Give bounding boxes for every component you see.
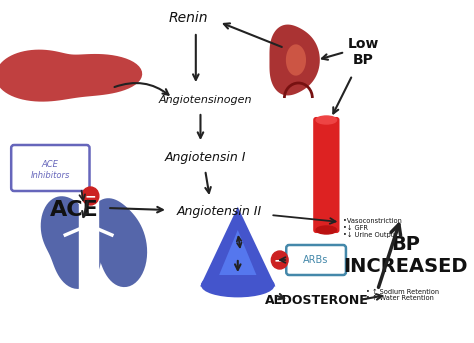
Text: ADRENAL
GLAND: ADRENAL GLAND: [221, 298, 255, 308]
Polygon shape: [202, 210, 273, 285]
FancyBboxPatch shape: [286, 245, 346, 275]
Ellipse shape: [316, 116, 337, 124]
Text: −: −: [274, 253, 285, 267]
FancyBboxPatch shape: [314, 118, 338, 232]
Circle shape: [271, 251, 288, 269]
Polygon shape: [286, 44, 306, 76]
Ellipse shape: [316, 226, 337, 234]
Text: BP
INCREASED: BP INCREASED: [343, 235, 468, 275]
Text: −: −: [85, 189, 96, 203]
Text: •Vasoconstriction
•↓ GFR
•↓ Urine Output: •Vasoconstriction •↓ GFR •↓ Urine Output: [343, 218, 402, 238]
Polygon shape: [90, 200, 146, 286]
Text: • ↑ Sodium Retention
• ↑ Water Retention: • ↑ Sodium Retention • ↑ Water Retention: [365, 288, 438, 301]
Polygon shape: [219, 230, 256, 275]
Polygon shape: [42, 198, 100, 287]
Text: Low
BP: Low BP: [348, 37, 379, 67]
Text: Angiotensin II: Angiotensin II: [176, 205, 262, 218]
Circle shape: [82, 187, 99, 205]
Text: ACE
Inhibitors: ACE Inhibitors: [31, 160, 70, 180]
Text: ALDOSTERONE: ALDOSTERONE: [265, 294, 369, 307]
Text: Angiotensinogen: Angiotensinogen: [158, 95, 252, 105]
FancyBboxPatch shape: [11, 145, 90, 191]
Polygon shape: [271, 26, 319, 94]
Text: Renin: Renin: [169, 11, 208, 25]
Text: ACE: ACE: [50, 200, 99, 220]
Polygon shape: [79, 185, 98, 295]
Polygon shape: [0, 51, 141, 100]
Ellipse shape: [202, 274, 273, 296]
Text: Angiotensin I: Angiotensin I: [164, 152, 246, 165]
Text: ARBs: ARBs: [303, 255, 329, 265]
